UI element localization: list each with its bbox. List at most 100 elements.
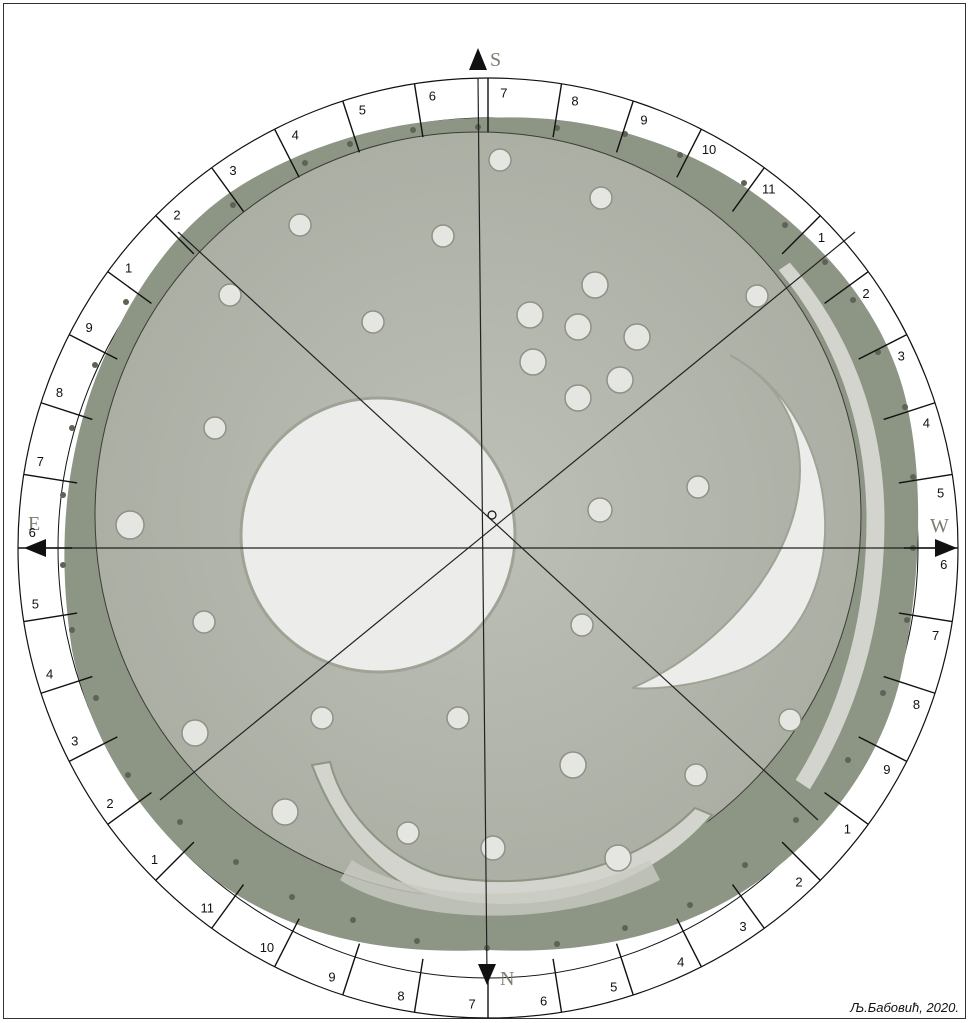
scale-tick: [413, 83, 424, 138]
star: [446, 706, 470, 730]
scale-label: 7: [37, 454, 44, 469]
scale-label: 4: [677, 954, 684, 969]
scale-tick: [676, 128, 702, 178]
rim-hole: [677, 152, 683, 158]
scale-tick: [342, 943, 361, 996]
scale-label: 10: [702, 142, 716, 157]
scale-tick: [23, 473, 78, 484]
scale-tick: [615, 100, 634, 153]
rim-hole: [289, 894, 295, 900]
cardinal-south: S: [490, 49, 501, 71]
scale-label: 1: [125, 260, 132, 275]
star: [480, 835, 506, 861]
scale-tick: [781, 215, 821, 255]
rim-hole: [782, 222, 788, 228]
scale-tick: [40, 675, 93, 694]
rim-hole: [230, 202, 236, 208]
scale-label: 5: [937, 485, 944, 500]
scale-label: 5: [32, 597, 39, 612]
rim-hole: [92, 362, 98, 368]
scale-tick: [211, 884, 245, 929]
horizon-band-bottom: [340, 860, 660, 916]
star: [684, 763, 708, 787]
scale-tick: [858, 334, 908, 360]
star: [218, 283, 242, 307]
scale-label: 7: [468, 997, 475, 1012]
rim-hole: [347, 141, 353, 147]
rim-hole: [93, 695, 99, 701]
crescent-moon: [631, 354, 826, 690]
star: [606, 366, 634, 394]
rim-hole: [741, 180, 747, 186]
star: [559, 751, 587, 779]
scale-label: 4: [292, 128, 299, 143]
scale-label: 10: [260, 940, 274, 955]
rim-hole: [910, 474, 916, 480]
scale-tick: [107, 271, 152, 305]
scale-tick: [274, 918, 300, 968]
scale-tick: [40, 402, 93, 421]
rim-hole: [904, 617, 910, 623]
center-marker: [487, 510, 497, 520]
rim-hole: [233, 859, 239, 865]
star: [271, 798, 299, 826]
scale-tick: [731, 167, 765, 212]
scale-label: 8: [571, 93, 578, 108]
hour-scale: 6 789101112345678912345678910111234567891…: [18, 78, 958, 1018]
scale-tick: [155, 841, 195, 881]
axis-lines: [40, 77, 940, 976]
rim-hole: [880, 690, 886, 696]
rim-hole: [554, 941, 560, 947]
star: [181, 719, 209, 747]
star: [778, 708, 802, 732]
vertical-axis: [477, 77, 488, 976]
cardinal-north: N: [500, 968, 514, 990]
star: [623, 323, 651, 351]
diagonal-axis-nw-se: [177, 231, 819, 821]
scale-label: 9: [640, 113, 647, 128]
star: [581, 271, 609, 299]
scale-tick: [274, 128, 300, 178]
star: [570, 613, 594, 637]
scale-label: 11: [201, 900, 215, 915]
star: [564, 313, 592, 341]
rim-hole: [414, 938, 420, 944]
scale-label: 3: [739, 919, 746, 934]
scale-tick: [211, 167, 245, 212]
scale-label: 8: [56, 385, 63, 400]
rim-hole: [302, 160, 308, 166]
scale-tick: [824, 791, 869, 825]
rim-hole: [822, 259, 828, 265]
scale-label: 4: [46, 667, 53, 682]
rim-hole: [350, 917, 356, 923]
rim-hole: [687, 902, 693, 908]
star: [745, 284, 769, 308]
scale-label: 3: [898, 348, 905, 363]
scale-tick: [615, 943, 634, 996]
rim-hole: [60, 562, 66, 568]
star: [361, 310, 385, 334]
scale-label: 6: [29, 525, 36, 540]
scale-tick: [342, 100, 361, 153]
scale-tick: [858, 736, 908, 762]
scale-label: 2: [173, 208, 180, 223]
scale-tick: [107, 791, 152, 825]
scale-tick: [883, 675, 936, 694]
rim-hole: [123, 299, 129, 305]
rim-hole: [554, 125, 560, 131]
north-arrow: [478, 964, 496, 985]
scale-label: 1: [844, 822, 851, 837]
rim-hole: [902, 404, 908, 410]
star: [310, 706, 334, 730]
scale-tick: [676, 918, 702, 968]
rim-holes: [60, 124, 916, 951]
scale-label: 7: [932, 628, 939, 643]
diagonal-axis-ne-sw: [159, 231, 856, 801]
rim-hole: [69, 425, 75, 431]
scale-tick: [23, 612, 78, 623]
rim-hole: [60, 492, 66, 498]
scale-label: 3: [71, 734, 78, 749]
scale-tick: [552, 958, 563, 1013]
scale-label: 1: [818, 230, 825, 245]
